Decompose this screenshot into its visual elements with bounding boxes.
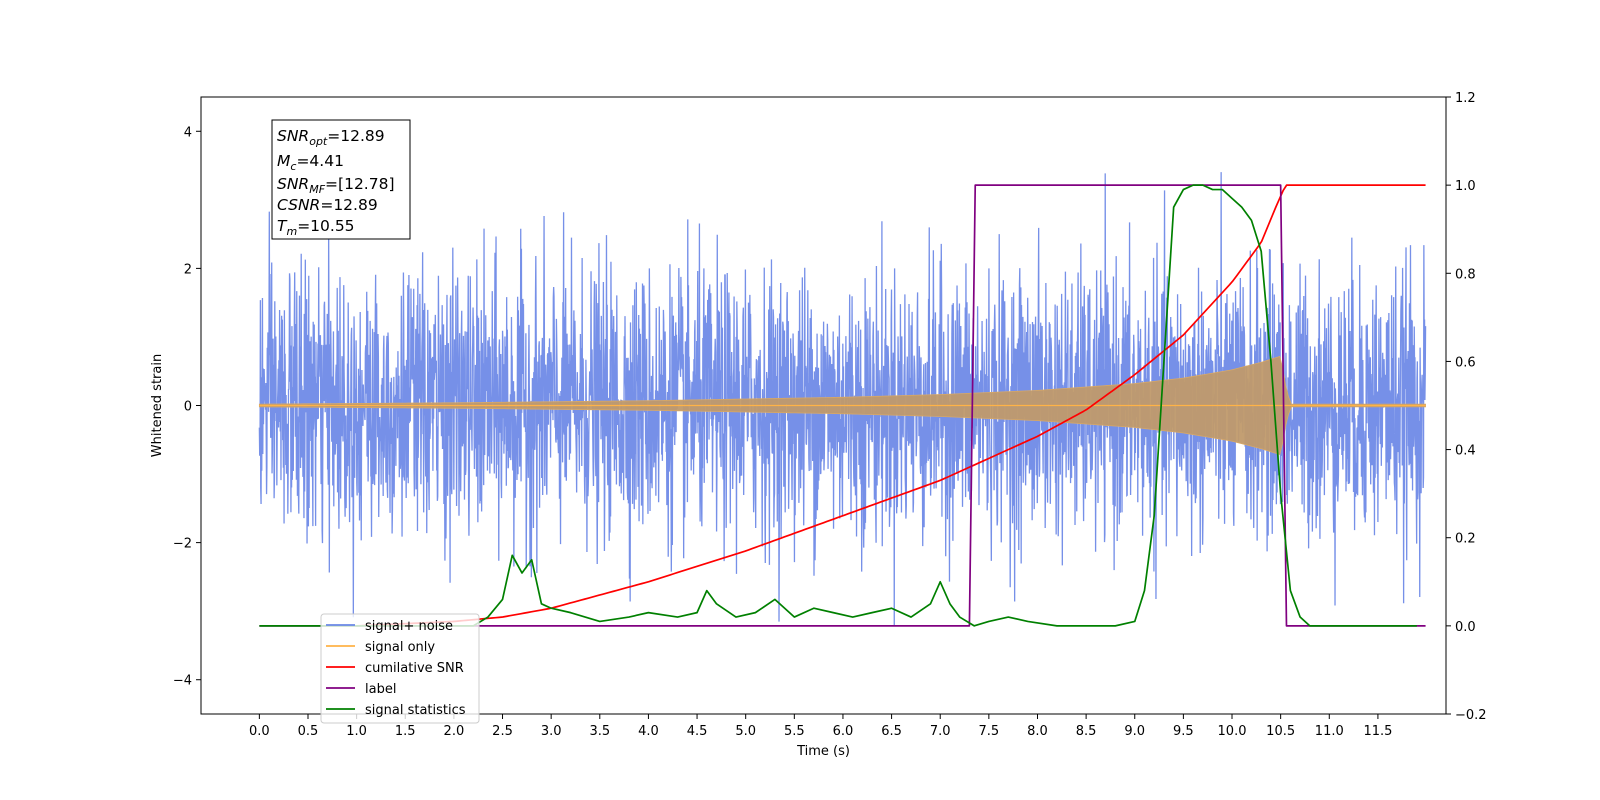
- snr-opt-value: =12.89: [327, 127, 384, 145]
- y2-tick-label: 1.0: [1455, 179, 1476, 194]
- x-tick-label: 3.5: [589, 724, 610, 739]
- y2-tick-label: 0.4: [1455, 444, 1476, 459]
- mc-text: Mc=4.41: [277, 152, 344, 173]
- x-tick-label: 9.5: [1173, 724, 1194, 739]
- x-tick-label: 10.5: [1266, 724, 1295, 739]
- legend-label-signal-only: signal only: [365, 640, 435, 655]
- x-tick-label: 0.5: [298, 724, 319, 739]
- info-box-frame: [271, 119, 411, 240]
- x-tick-label: 5.0: [735, 724, 756, 739]
- snr-mf-text: SNRMF=[12.78]: [277, 175, 395, 196]
- x-tick-label: 1.0: [346, 724, 367, 739]
- y2-tick-label: 0.0: [1455, 620, 1476, 635]
- y-tick-label: 4: [184, 125, 192, 140]
- x-tick-label: 0.0: [249, 724, 270, 739]
- x-tick-label: 5.5: [784, 724, 805, 739]
- y-tick-label: −2: [173, 537, 192, 552]
- x-tick-label: 2.5: [492, 724, 513, 739]
- y-tick-label: 2: [184, 262, 192, 277]
- series-signal-statistics-line: [259, 184, 1417, 627]
- legend: signal+ noise signal only cumilative SNR…: [320, 613, 480, 724]
- x-tick-label: 11.5: [1363, 724, 1392, 739]
- x-tick-label: 2.0: [444, 724, 465, 739]
- info-box: SNRopt=12.89 Mc=4.41 SNRMF=[12.78] CSNR=…: [271, 119, 411, 240]
- x-tick-label: 9.0: [1124, 724, 1145, 739]
- y2-tick-label: −0.2: [1455, 708, 1487, 723]
- x-tick-label: 1.5: [395, 724, 416, 739]
- plot-area: [258, 172, 1427, 627]
- x-tick-label: 4.0: [638, 724, 659, 739]
- series-cumulative-snr-line: [356, 184, 1426, 627]
- y-tick-label: −4: [173, 674, 192, 689]
- axes: 0.0 0.5 1.0 1.5 2.0 2.5 3.0 3.5 4.0 4.5 5.0 5.5 6.0 6…: [173, 91, 1487, 739]
- y2-tick-label: 1.2: [1455, 91, 1476, 106]
- y2-tick-label: 0.2: [1455, 532, 1476, 547]
- x-tick-label: 4.5: [687, 724, 708, 739]
- x-tick-label: 7.5: [979, 724, 1000, 739]
- legend-label-cumulative-snr: cumilative SNR: [365, 661, 464, 676]
- legend-frame: [320, 613, 480, 724]
- x-axis-label: Time (s): [796, 744, 850, 759]
- x-tick-label: 10.0: [1218, 724, 1247, 739]
- legend-label-label: label: [365, 682, 396, 697]
- x-tick-label: 6.5: [881, 724, 902, 739]
- y2-tick-label: 0.6: [1455, 355, 1476, 370]
- legend-label-signal-noise: signal+ noise: [365, 619, 453, 634]
- x-tick-label: 8.0: [1027, 724, 1048, 739]
- mc-value: =4.41: [296, 152, 344, 170]
- csnr-value: =12.89: [320, 196, 377, 214]
- snr-opt-text: SNRopt=12.89: [277, 127, 385, 148]
- snr-mf-value: =[12.78]: [325, 175, 394, 193]
- csnr-text: CSNR=12.89: [277, 196, 378, 214]
- y2-tick-label: 0.8: [1455, 267, 1476, 282]
- tm-value: =10.55: [297, 217, 354, 235]
- tm-text: Tm=10.55: [277, 217, 355, 238]
- x-tick-label: 7.0: [930, 724, 951, 739]
- x-tick-label: 3.0: [541, 724, 562, 739]
- legend-label-signal-statistics: signal statistics: [365, 703, 466, 718]
- x-tick-label: 11.0: [1315, 724, 1344, 739]
- y-tick-label: 0: [184, 400, 192, 415]
- x-tick-label: 8.5: [1076, 724, 1097, 739]
- x-tick-label: 6.0: [833, 724, 854, 739]
- y-axis-label: Whitened strain: [150, 354, 165, 457]
